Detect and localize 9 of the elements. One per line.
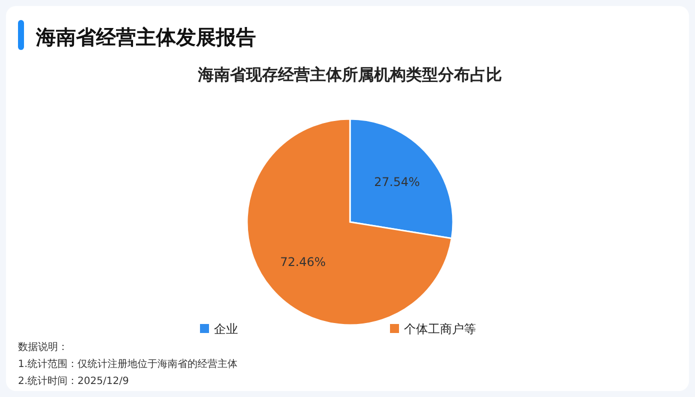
legend-label: 个体工商户等: [404, 322, 476, 336]
text: 2.统计时间：2025/12/9: [18, 375, 129, 387]
legend-label: 企业: [214, 322, 238, 336]
text: 数据说明：: [18, 341, 68, 353]
text: 1.统计范围：仅统计注册地位于海南省的经营主体: [18, 358, 238, 370]
chart-title: 海南省经营主体发展报告: [35, 25, 256, 49]
chart-subtitle: 海南省现存经营主体所属机构类型分布占比: [197, 65, 502, 84]
data-label: 72.46%: [280, 255, 326, 270]
data-label: 27.54%: [374, 174, 420, 189]
